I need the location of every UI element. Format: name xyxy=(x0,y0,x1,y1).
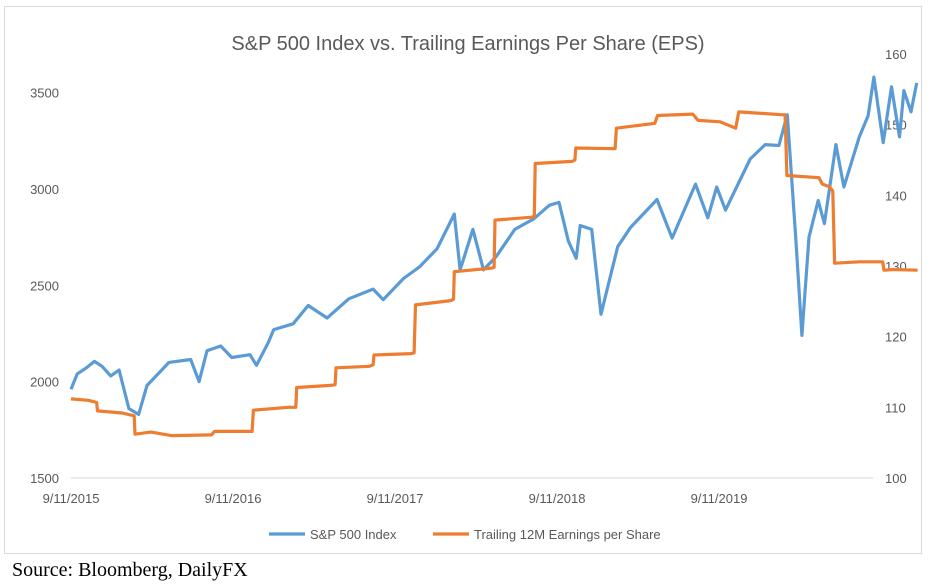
y-right-tick-label: 130 xyxy=(885,259,907,274)
y-left-tick-label: 2000 xyxy=(30,375,59,390)
chart-frame: S&P 500 Index vs. Trailing Earnings Per … xyxy=(4,6,922,554)
x-tick-label: 9/11/2018 xyxy=(529,491,586,506)
y-right-tick-label: 120 xyxy=(885,330,907,345)
y-left-tick-label: 3500 xyxy=(30,86,59,101)
legend: S&P 500 Index Trailing 12M Earnings per … xyxy=(269,527,661,542)
legend-label-sp500: S&P 500 Index xyxy=(310,527,397,542)
y-right-tick-label: 110 xyxy=(885,400,906,415)
y-left-tick-label: 1500 xyxy=(30,471,59,486)
y-left-tick-label: 2500 xyxy=(30,278,59,293)
series-line-sp500 xyxy=(69,75,919,416)
y-right-tick-label: 140 xyxy=(885,188,907,203)
x-tick-label: 9/11/2017 xyxy=(367,491,424,506)
chart-svg: S&P 500 Index vs. Trailing Earnings Per … xyxy=(30,33,919,542)
x-tick-label: 9/11/2015 xyxy=(43,491,100,506)
x-tick-label: 9/11/2016 xyxy=(205,491,262,506)
y-left-tick-label: 3000 xyxy=(30,182,59,197)
y-left-axis: 1500 2000 2500 3000 3500 xyxy=(30,86,59,486)
legend-label-eps: Trailing 12M Earnings per Share xyxy=(474,527,661,542)
x-axis: 9/11/2015 9/11/2016 9/11/2017 9/11/2018 9/11… xyxy=(43,491,748,506)
series-line-eps xyxy=(70,110,918,438)
source-note: Source: Bloomberg, DailyFX xyxy=(12,559,248,581)
chart-title: S&P 500 Index vs. Trailing Earnings Per … xyxy=(231,33,704,55)
x-tick-label: 9/11/2019 xyxy=(691,491,748,506)
y-right-tick-label: 100 xyxy=(885,471,907,486)
y-right-tick-label: 160 xyxy=(885,47,907,62)
